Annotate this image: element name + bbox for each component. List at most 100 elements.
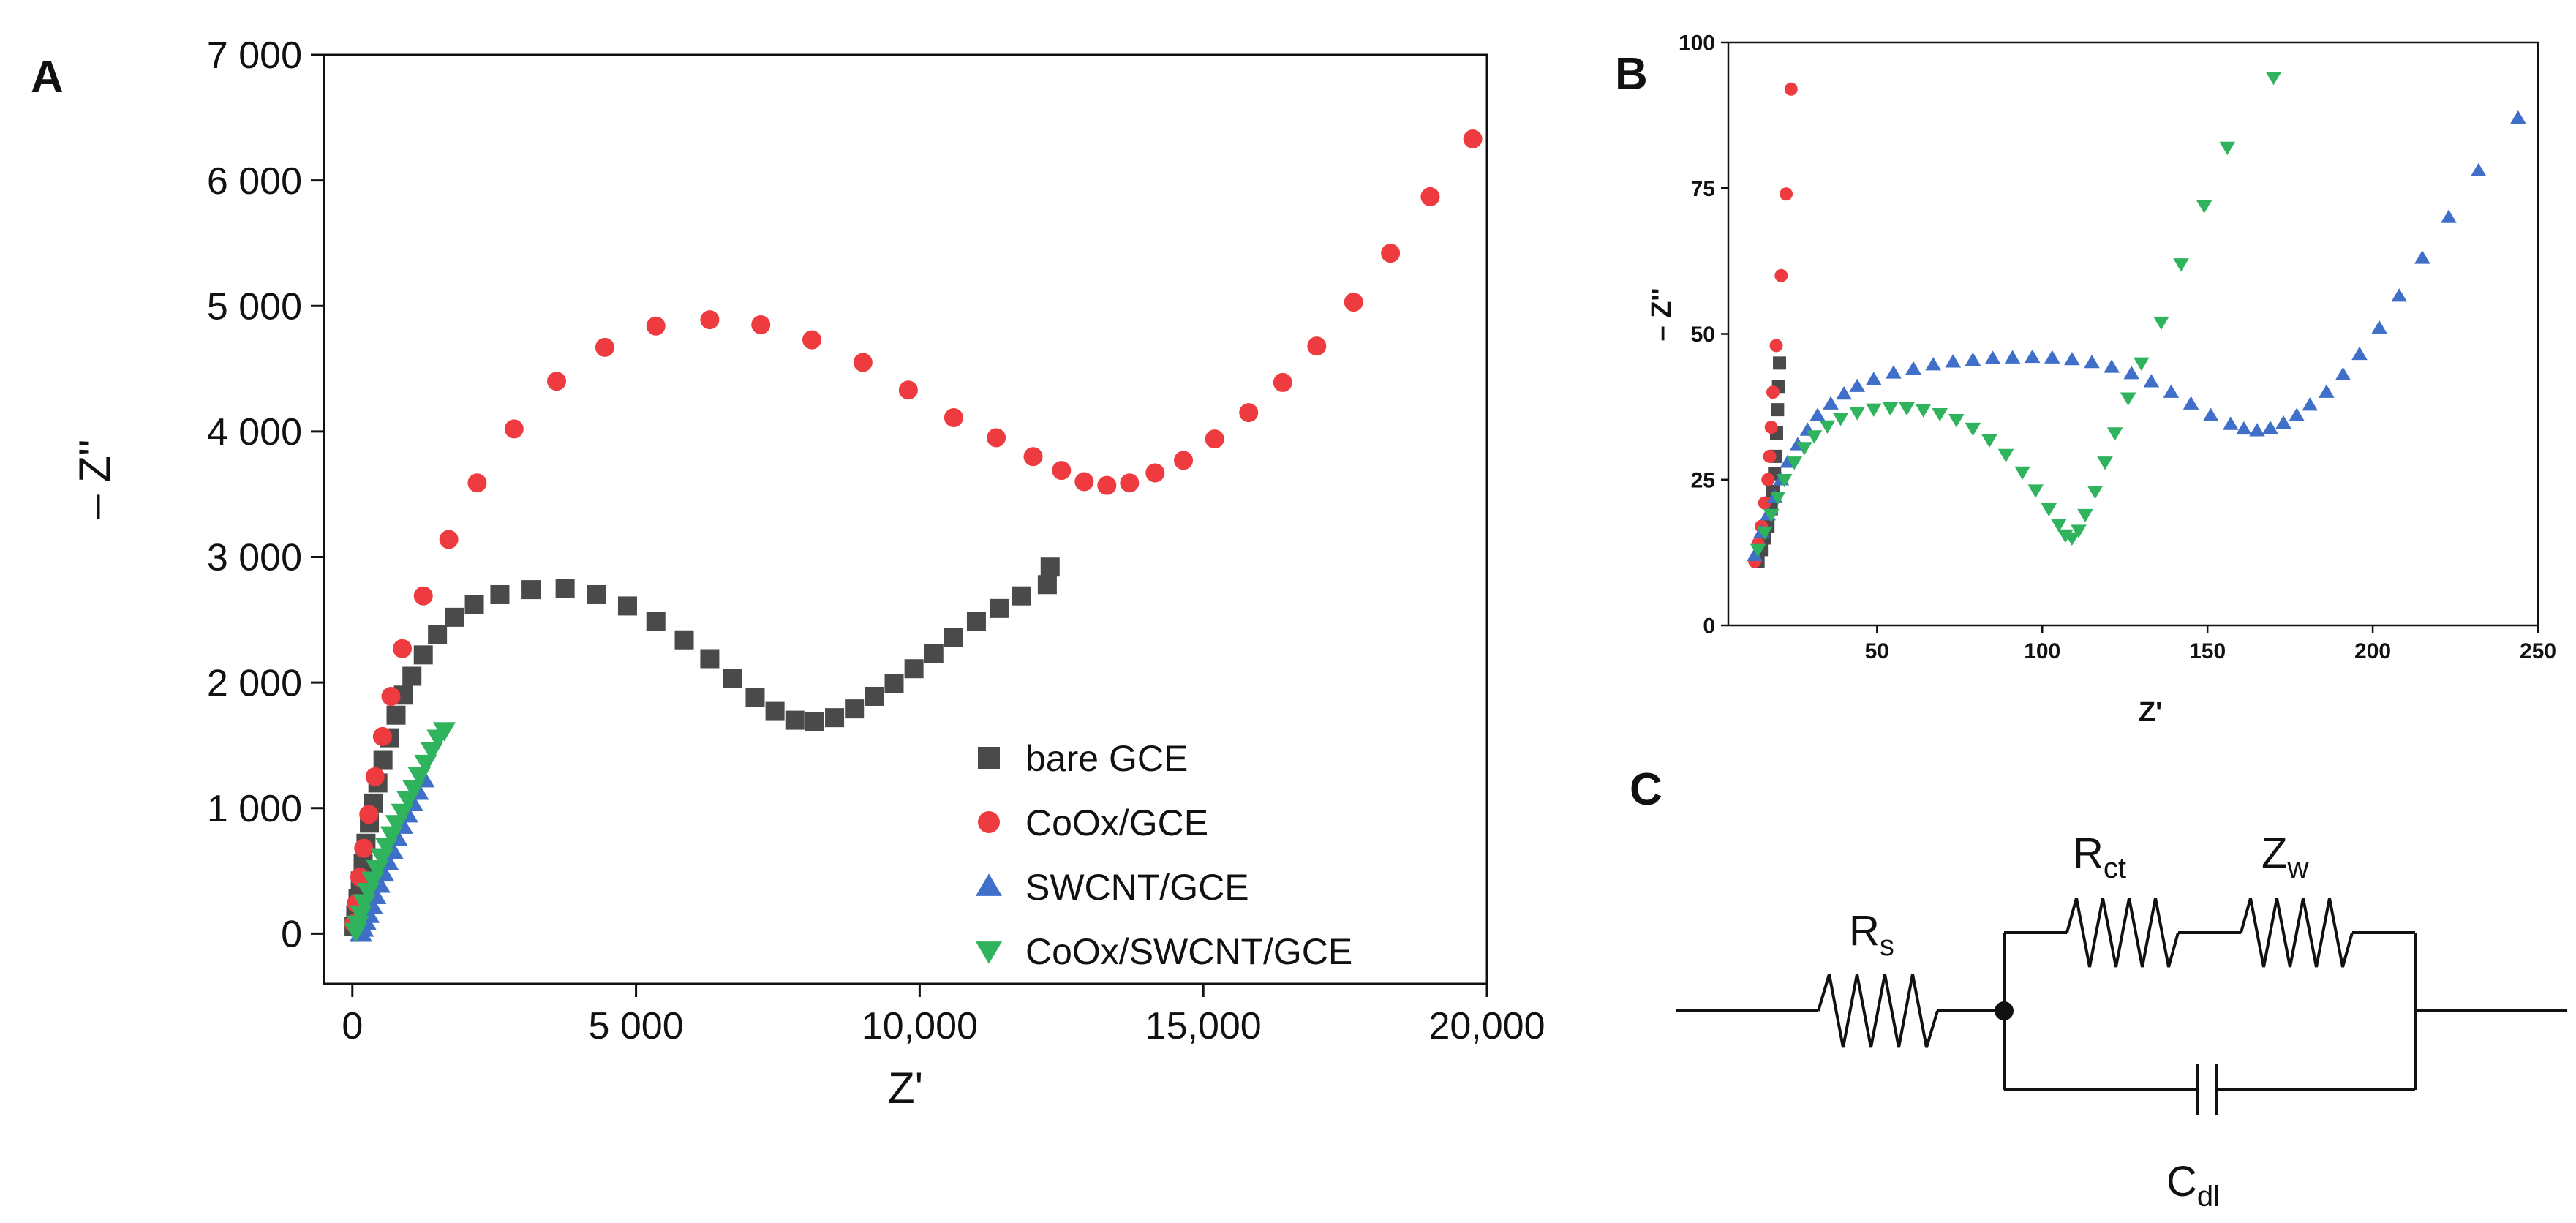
data-point	[1463, 129, 1483, 148]
data-point	[2391, 288, 2408, 302]
y-tick-label: 5 000	[207, 285, 302, 328]
data-point	[2183, 396, 2199, 410]
data-point	[354, 838, 374, 858]
data-point	[2133, 357, 2150, 371]
x-tick-label: 10,000	[862, 1005, 978, 1047]
data-point	[1747, 547, 1763, 562]
data-point	[1948, 413, 1965, 428]
chart-a: 0 5 000 10,000 15,000 20,000 0 1 000 2 000 3 00…	[70, 34, 1545, 1113]
data-point	[1344, 293, 1363, 312]
data-point	[413, 586, 433, 606]
data-point	[2335, 366, 2351, 380]
label-zw: Zw	[2261, 829, 2308, 884]
data-point	[2064, 351, 2080, 366]
chart-b-x-axis: 50 100 150 200 250	[1865, 625, 2556, 663]
data-point	[490, 584, 510, 604]
data-point	[2120, 392, 2136, 406]
data-point	[2077, 508, 2093, 523]
warburg-zw	[2240, 898, 2354, 968]
data-point	[2414, 250, 2430, 264]
y-tick-label: 100	[1679, 31, 1715, 56]
data-point	[674, 630, 694, 650]
data-point	[865, 686, 884, 706]
x-tick-label: 200	[2354, 639, 2391, 663]
data-point	[2202, 407, 2219, 421]
data-point	[2371, 320, 2387, 334]
data-point	[1981, 434, 1997, 448]
label-cdl-sub: dl	[2197, 1181, 2220, 1213]
data-point	[2044, 350, 2060, 364]
data-point	[2084, 354, 2100, 369]
data-point	[359, 805, 379, 824]
data-point	[1771, 403, 1785, 417]
data-point	[346, 915, 370, 935]
data-point	[1777, 474, 1793, 488]
label-zw-main: Z	[2261, 829, 2287, 877]
data-point	[944, 628, 963, 647]
data-point	[1932, 407, 1948, 422]
panel-label-b: B	[1615, 49, 1648, 99]
data-point	[445, 607, 464, 627]
data-point	[1766, 385, 1780, 399]
label-rct-sub: ct	[2104, 852, 2126, 884]
y-tick-label: 0	[281, 914, 302, 956]
data-point	[1866, 372, 1882, 385]
data-point	[2106, 427, 2123, 441]
data-point	[2289, 407, 2305, 421]
data-point	[1997, 448, 2014, 463]
x-tick-label: 15,000	[1145, 1005, 1262, 1047]
data-point	[2163, 384, 2180, 398]
data-point	[1836, 385, 1852, 400]
data-point	[745, 688, 765, 707]
data-point	[1965, 422, 1981, 437]
data-point	[700, 310, 720, 330]
data-point	[1758, 496, 1771, 510]
data-point	[2319, 384, 2335, 398]
legend-marker-bare	[978, 747, 1000, 769]
data-point	[428, 625, 448, 644]
data-point	[1763, 508, 1780, 523]
data-point	[1899, 402, 1915, 416]
data-point	[2027, 484, 2044, 498]
data-point	[2097, 456, 2113, 470]
data-point	[2104, 359, 2120, 373]
label-rs-main: R	[1849, 907, 1880, 955]
data-point	[1145, 463, 1165, 483]
data-point	[617, 596, 637, 616]
data-point	[402, 666, 422, 686]
data-point	[2302, 397, 2319, 411]
data-point	[393, 639, 413, 658]
data-point	[2470, 162, 2487, 177]
data-point	[2510, 110, 2526, 124]
series-bare	[344, 557, 1060, 936]
y-tick-label: 0	[1703, 614, 1715, 639]
legend-label-coox_swcnt: CoOx/SWCNT/GCE	[1025, 931, 1352, 972]
data-point	[853, 353, 873, 372]
panel-label-a: A	[31, 52, 64, 102]
data-point	[1756, 526, 1773, 541]
data-point	[2064, 532, 2080, 546]
data-point	[2351, 346, 2368, 361]
data-point	[987, 428, 1006, 448]
data-point	[555, 579, 575, 598]
data-point	[924, 644, 944, 663]
data-point	[1761, 473, 1775, 486]
data-point	[1239, 403, 1259, 423]
data-point	[1769, 491, 1786, 505]
legend-label-bare: bare GCE	[1025, 738, 1188, 779]
chart-a-y-label: – Z''	[70, 439, 119, 519]
data-point	[1796, 442, 1812, 456]
data-point	[1420, 187, 1440, 206]
data-point	[2441, 209, 2457, 223]
data-point	[944, 407, 963, 427]
data-point	[1823, 396, 1839, 410]
data-point	[825, 708, 845, 728]
data-point	[2275, 415, 2291, 429]
y-tick-label: 25	[1691, 468, 1715, 492]
data-point	[2219, 141, 2236, 156]
x-tick-label: 0	[342, 1005, 363, 1047]
legend-marker-coox_swcnt	[976, 941, 1002, 964]
data-point	[2143, 374, 2160, 388]
x-tick-label: 250	[2520, 639, 2556, 663]
